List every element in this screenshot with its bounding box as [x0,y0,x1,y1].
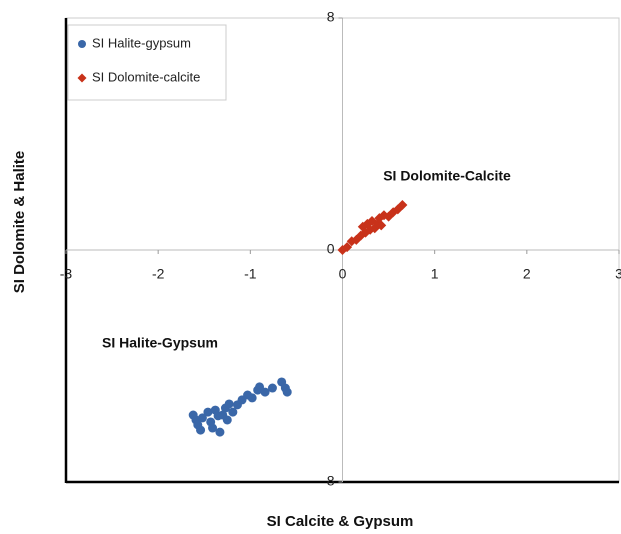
legend-marker [78,40,86,48]
point [222,415,232,425]
point [397,200,408,211]
point [228,407,238,417]
point [376,220,387,231]
annotation: SI Dolomite-Calcite [383,168,511,184]
point [342,242,353,253]
point [267,383,277,393]
point [260,387,270,397]
point [247,393,257,403]
y-tick-label: 8 [327,9,335,25]
x-tick-label: -2 [152,266,165,282]
y-tick-label: 8 [327,473,335,489]
y-tick-label: 0 [327,241,335,257]
y-axis-label: SI Dolomite & Halite [11,151,28,294]
x-tick-label: -1 [244,266,257,282]
x-axis-label: SI Calcite & Gypsum [267,513,414,530]
point [203,407,213,417]
annotation: SI Halite-Gypsum [102,335,218,351]
x-tick-label: 3 [615,266,621,282]
point [196,425,206,435]
legend-box [67,24,227,101]
x-tick-label: -3 [60,266,73,282]
x-tick-label: 0 [339,266,347,282]
point [224,399,234,409]
x-tick-label: 1 [431,266,439,282]
legend-marker [77,73,87,83]
point [208,423,218,433]
legend-label: SI Halite-gypsum [92,35,191,50]
point [197,413,207,423]
point [282,387,292,397]
legend: SI Halite-gypsum SI Dolomite-calcite [67,24,227,101]
legend-label: SI Dolomite-calcite [92,69,200,84]
point [215,427,225,437]
x-tick-label: 2 [523,266,531,282]
